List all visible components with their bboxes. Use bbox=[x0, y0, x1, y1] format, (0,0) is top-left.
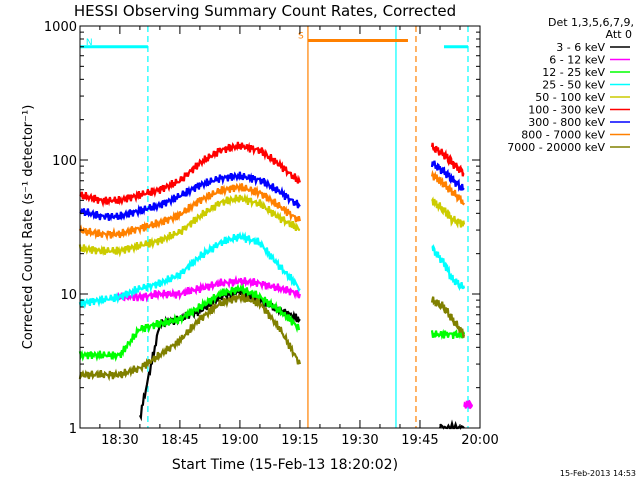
legend-label: 50 - 100 keV bbox=[535, 91, 605, 104]
series-line bbox=[430, 160, 465, 192]
series-line bbox=[78, 182, 301, 242]
legend-header: Det 1,3,5,6,7,9, bbox=[548, 16, 634, 29]
x-tick-label: 19:30 bbox=[341, 433, 378, 448]
legend-label: 6 - 12 keV bbox=[549, 54, 605, 67]
legend-header-attenuator: Att 0 bbox=[606, 28, 632, 41]
x-tick-label: 19:15 bbox=[281, 433, 318, 448]
legend-label: 7000 - 20000 keV bbox=[507, 141, 605, 154]
series-line bbox=[430, 296, 466, 338]
legend-label: 12 - 25 keV bbox=[542, 66, 605, 79]
series-1 bbox=[114, 274, 474, 410]
y-tick-label: 10 bbox=[60, 288, 77, 303]
footer-date: 15-Feb-2013 14:53 bbox=[560, 469, 636, 478]
legend-label: 25 - 50 keV bbox=[542, 79, 605, 92]
series-4 bbox=[78, 192, 466, 258]
series-line bbox=[79, 171, 301, 222]
series-8 bbox=[78, 292, 466, 382]
series-line bbox=[114, 274, 301, 303]
y-tick-label: 100 bbox=[52, 154, 77, 169]
x-tick-label: 18:30 bbox=[101, 433, 138, 448]
series-line bbox=[431, 196, 466, 229]
axis-ticks: 18:30 18:45 19:00 19:15 19:30 19:45 20:00 1 10 10… bbox=[44, 20, 499, 448]
legend-label: 800 - 7000 keV bbox=[521, 129, 605, 142]
x-tick-label: 20:00 bbox=[461, 433, 498, 448]
series-line bbox=[463, 399, 474, 410]
legend-label: 300 - 800 keV bbox=[528, 116, 605, 129]
y-tick-label: 1000 bbox=[44, 20, 77, 35]
series-line bbox=[78, 292, 301, 382]
legend-label: 3 - 6 keV bbox=[556, 41, 605, 54]
series-line bbox=[78, 192, 301, 258]
x-tick-label: 19:00 bbox=[221, 433, 258, 448]
series-5 bbox=[79, 141, 465, 208]
y-tick-label: 1 bbox=[69, 422, 77, 437]
y-axis-label: Corrected Count Rate (s⁻¹ detector⁻¹) bbox=[21, 105, 36, 350]
series-line bbox=[431, 243, 466, 292]
attenuator-state-label: S bbox=[298, 31, 304, 41]
chart-title: HESSI Observing Summary Count Rates, Cor… bbox=[74, 2, 456, 20]
x-axis-label: Start Time (15-Feb-13 18:20:02) bbox=[172, 457, 398, 473]
attenuator-state-label: N bbox=[86, 38, 93, 48]
series-line bbox=[78, 282, 301, 362]
series-line bbox=[430, 142, 465, 177]
series-7 bbox=[78, 169, 465, 242]
x-tick-label: 18:45 bbox=[161, 433, 198, 448]
series-line bbox=[79, 141, 301, 208]
series-3 bbox=[78, 231, 466, 310]
series-line bbox=[78, 231, 301, 310]
series-line bbox=[430, 169, 465, 206]
legend-label: 100 - 300 keV bbox=[528, 104, 605, 117]
series-6 bbox=[79, 160, 465, 222]
x-tick-label: 19:45 bbox=[401, 433, 438, 448]
